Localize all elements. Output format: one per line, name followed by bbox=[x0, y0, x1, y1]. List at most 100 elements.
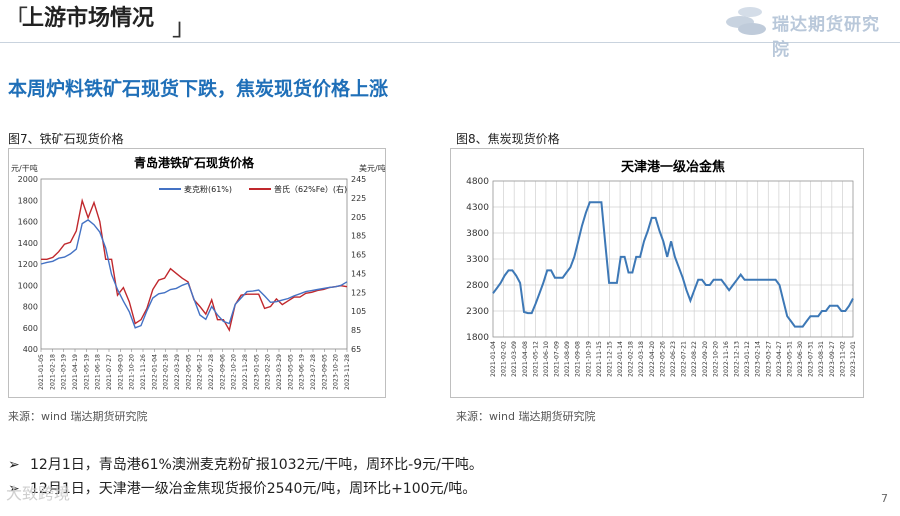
x-tick-label: 2023-07-31 bbox=[808, 341, 815, 377]
x-tick-label: 2022-12-13 bbox=[734, 341, 741, 377]
x-tick-label: 2021-05-19 bbox=[83, 354, 90, 390]
y-tick-label: 2000 bbox=[18, 175, 38, 184]
figure-caption-coke: 图8、焦炭现货价格 bbox=[456, 132, 560, 146]
y-tick-label: 1800 bbox=[466, 333, 489, 343]
x-tick-label: 2022-07-21 bbox=[681, 341, 688, 377]
x-tick-label: 2021-07-09 bbox=[554, 341, 561, 377]
x-tick-label: 2022-06-12 bbox=[197, 354, 204, 390]
x-tick-label: 2021-12-15 bbox=[606, 341, 613, 377]
y-tick-label: 400 bbox=[23, 345, 38, 354]
y2-tick-label: 65 bbox=[351, 345, 361, 354]
bullet-coke: ➢ 12月1日，天津港一级冶金焦现货报价2540元/吨，周环比+100元/吨。 bbox=[8, 478, 476, 498]
x-tick-label: 2022-09-06 bbox=[219, 354, 226, 390]
y-tick-label: 1000 bbox=[18, 281, 38, 290]
y2-tick-label: 205 bbox=[351, 213, 366, 222]
x-tick-label: 2022-01-14 bbox=[617, 341, 624, 377]
x-tick-label: 2022-07-28 bbox=[208, 354, 215, 390]
x-tick-label: 2021-04-08 bbox=[522, 341, 529, 377]
y-tick-label: 2300 bbox=[466, 307, 489, 317]
x-tick-label: 2023-11-28 bbox=[344, 354, 351, 390]
x-tick-label: 2022-03-29 bbox=[174, 354, 181, 390]
source-note-coke: 来源：wind 瑞达期货研究院 bbox=[456, 410, 596, 423]
y2-tick-label: 145 bbox=[351, 269, 366, 278]
x-tick-label: 2023-05-31 bbox=[786, 341, 793, 377]
x-tick-label: 2021-11-15 bbox=[596, 341, 603, 377]
page-header: 「 上游市场情况 」 bbox=[0, 0, 900, 43]
legend-label-mac-fines: 麦克粉(61%) bbox=[184, 184, 232, 194]
x-tick-label: 2023-07-28 bbox=[310, 354, 317, 390]
x-tick-label: 2021-07-27 bbox=[106, 354, 113, 390]
x-tick-label: 2021-05-12 bbox=[532, 341, 539, 377]
figure-caption-iron-ore: 图7、铁矿石现货价格 bbox=[8, 132, 124, 146]
x-tick-label: 2023-06-30 bbox=[797, 341, 804, 377]
watermark: 大致跨境 bbox=[6, 484, 71, 503]
x-tick-label: 2021-04-19 bbox=[72, 354, 79, 390]
x-tick-label: 2022-04-20 bbox=[649, 341, 656, 377]
x-tick-label: 2021-02-18 bbox=[49, 354, 56, 390]
iron-ore-chart-panel: 青岛港铁矿石现货价格 元/干吨 美元/吨 400 600 800 1000 1200 1400 1… bbox=[8, 148, 386, 398]
x-tick-label: 2023-02-14 bbox=[755, 341, 762, 377]
title-bracket-open: 「 bbox=[4, 5, 28, 33]
arrow-bullet-icon: ➢ bbox=[8, 481, 20, 497]
x-tick-label: 2021-01-05 bbox=[38, 354, 45, 390]
y2-tick-label: 225 bbox=[351, 194, 366, 203]
x-tick-label: 2022-10-20 bbox=[712, 341, 719, 377]
y-tick-label: 2800 bbox=[466, 281, 489, 291]
x-tick-label: 2021-03-19 bbox=[61, 354, 68, 390]
page-title: 上游市场情况 bbox=[22, 6, 155, 31]
x-tick-label: 2021-06-10 bbox=[543, 341, 550, 377]
header-divider bbox=[0, 42, 900, 43]
y2-axis-label: 美元/吨 bbox=[359, 163, 385, 173]
series-line-coke bbox=[492, 201, 854, 328]
coin-stack-icon bbox=[726, 7, 766, 35]
x-tick-label: 2022-02-18 bbox=[628, 341, 635, 377]
y-tick-label: 4300 bbox=[466, 203, 489, 213]
headline: 本周炉料铁矿石现货下跌，焦炭现货价格上涨 bbox=[8, 78, 389, 100]
x-tick-label: 2023-04-27 bbox=[776, 341, 783, 377]
y-tick-label: 600 bbox=[23, 324, 38, 333]
x-tick-label: 2023-05-05 bbox=[287, 354, 294, 390]
x-tick-label: 2022-11-16 bbox=[723, 341, 730, 377]
x-tick-label: 2021-01-04 bbox=[490, 341, 497, 377]
x-tick-label: 2022-05-26 bbox=[659, 341, 666, 377]
x-tick-label: 2023-12-01 bbox=[850, 341, 857, 377]
y2-tick-label: 245 bbox=[351, 175, 366, 184]
x-tick-label: 2021-03-09 bbox=[511, 341, 518, 377]
x-tick-label: 2021-08-09 bbox=[564, 341, 571, 377]
title-bracket-close: 」 bbox=[172, 13, 196, 41]
page-number: 7 bbox=[881, 492, 888, 505]
x-tick-label: 2021-02-02 bbox=[501, 341, 508, 377]
y-tick-label: 4800 bbox=[466, 177, 489, 187]
logo-text: 瑞达期货研究院 bbox=[772, 15, 880, 60]
y2-tick-label: 125 bbox=[351, 288, 366, 297]
y2-tick-label: 165 bbox=[351, 251, 366, 260]
x-tick-label: 2023-10-20 bbox=[333, 354, 340, 390]
coke-chart-panel: 天津港一级冶金焦 1800 2300 2800 3300 3800 4300 4800 2021… bbox=[450, 148, 864, 398]
plot-frame bbox=[492, 180, 854, 338]
brand-logo: 瑞达期货研究院 bbox=[722, 2, 897, 60]
x-tick-label: 2023-09-27 bbox=[829, 341, 836, 377]
x-tick-label: 2023-08-31 bbox=[818, 341, 825, 377]
x-tick-label: 2023-06-19 bbox=[299, 354, 306, 390]
bullet-text: 12月1日，天津港一级冶金焦现货报价2540元/吨，周环比+100元/吨。 bbox=[30, 481, 477, 497]
x-tick-label: 2023-01-05 bbox=[253, 354, 260, 390]
y2-tick-label: 105 bbox=[351, 307, 366, 316]
x-tick-label: 2022-03-18 bbox=[638, 341, 645, 377]
x-tick-label: 2023-01-12 bbox=[744, 341, 751, 377]
source-note-iron-ore: 来源：wind 瑞达期货研究院 bbox=[8, 410, 148, 423]
x-tick-label: 2022-01-04 bbox=[151, 354, 158, 390]
bullet-text: 12月1日，青岛港61%澳洲麦克粉矿报1032元/干吨，周环比-9元/干吨。 bbox=[30, 457, 483, 473]
arrow-bullet-icon: ➢ bbox=[8, 457, 20, 473]
x-tick-label: 2022-06-23 bbox=[670, 341, 677, 377]
bullet-iron-ore: ➢ 12月1日，青岛港61%澳洲麦克粉矿报1032元/干吨，周环比-9元/干吨。 bbox=[8, 454, 483, 474]
y-axis-label: 元/干吨 bbox=[11, 163, 38, 173]
x-tick-label: 2021-09-03 bbox=[117, 354, 124, 390]
x-tick-label: 2022-02-18 bbox=[163, 354, 170, 390]
x-tick-label: 2021-11-26 bbox=[140, 354, 147, 390]
x-tick-label: 2023-09-05 bbox=[321, 354, 328, 390]
plot-frame bbox=[40, 178, 348, 350]
y-tick-label: 1400 bbox=[18, 239, 38, 248]
y-tick-label: 3800 bbox=[466, 229, 489, 239]
x-tick-label: 2023-03-27 bbox=[765, 341, 772, 377]
